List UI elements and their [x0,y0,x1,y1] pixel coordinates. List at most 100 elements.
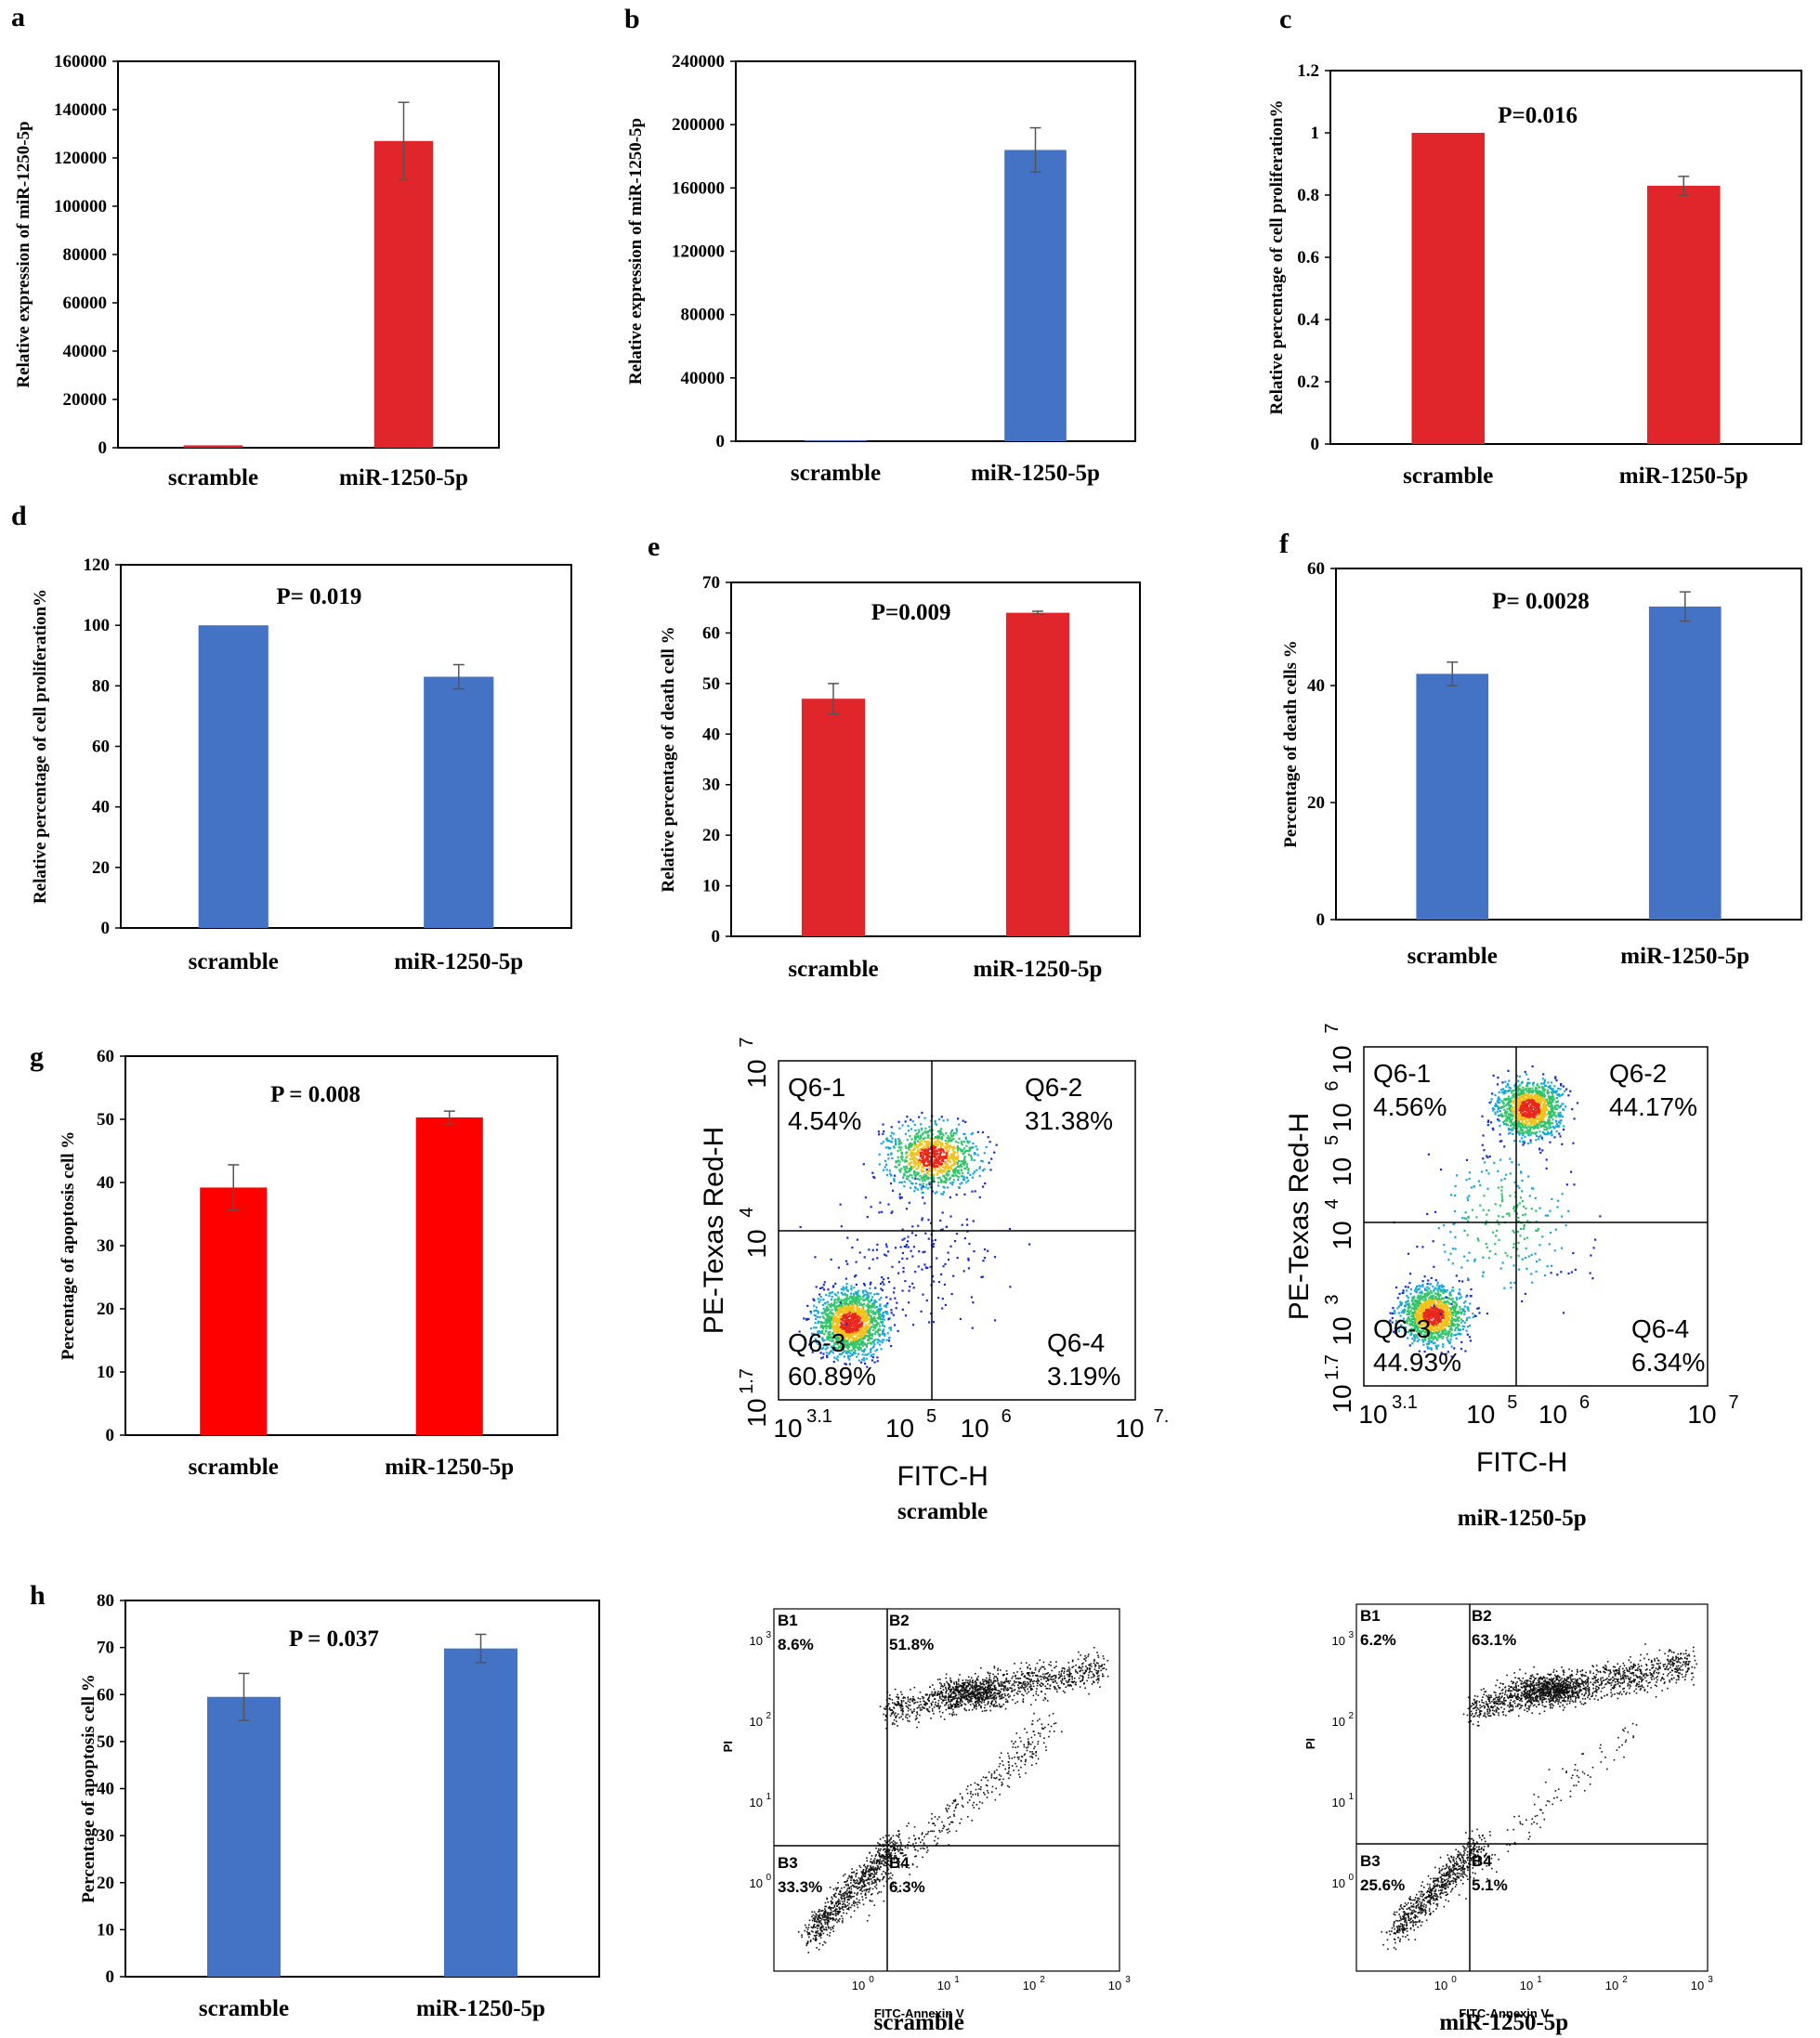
flow-event [937,1166,940,1169]
flow-event [1524,1124,1526,1127]
flow-event [1531,1106,1534,1109]
flow-event [1440,1352,1443,1354]
flow-event [940,1159,943,1162]
flow-event [945,1156,948,1158]
flow-event [1439,1318,1442,1321]
flow-event [834,1342,837,1346]
flow-event [914,1271,917,1274]
flow-event [1462,1308,1465,1311]
flow-event [1431,1331,1434,1335]
flow-event [905,1177,909,1181]
flow-event [833,1318,836,1321]
flow-event [1427,1311,1430,1313]
flow-event [963,1167,966,1169]
flow-event [889,1182,893,1185]
flow-event [920,1135,923,1138]
flow-event [835,1294,838,1297]
flow-event [972,1172,975,1175]
flow-event [1555,1096,1558,1100]
flow-event [1509,1097,1512,1100]
flow-event [854,1324,857,1326]
flow-event [829,1350,832,1353]
flow-event [927,1219,930,1221]
flow-event [1451,1317,1454,1320]
flow-event [833,1313,836,1317]
flow-event [1558,1094,1561,1098]
flow-event [887,1157,890,1160]
flow-event [1446,1320,1448,1323]
flow-event [1422,1321,1425,1324]
flow-event [903,1237,906,1240]
flow-event [1427,1279,1430,1282]
flow-event [869,1300,871,1303]
flow-event [1426,1305,1429,1308]
flow-event [885,1173,889,1177]
y-tick-label: 20 [702,826,720,845]
flow-event [1420,1306,1422,1309]
flow-event [1555,1090,1558,1092]
flow-event [942,1149,945,1152]
flow-event [832,1360,835,1364]
flow-event [841,1310,844,1313]
flow-event [937,1136,940,1139]
flow-event [845,1308,847,1312]
flow-event [836,1320,839,1323]
flow-event [1467,1278,1470,1281]
flow-event [1518,1075,1521,1078]
flow-event [883,1278,885,1281]
flow-event [1465,1329,1468,1332]
flow-event [842,1286,845,1288]
flow-event [1540,1091,1544,1094]
flow-event [1427,1302,1430,1305]
flow-event [1536,1121,1539,1124]
flow-event [1447,1301,1450,1304]
flow-event [817,1342,819,1345]
flow-event [842,1330,845,1334]
flow-event [900,1151,903,1155]
flow-event [1445,1303,1448,1307]
flow-event [872,1328,875,1332]
flow-event [949,1176,951,1179]
flow-event [888,1336,891,1339]
flow-event [929,1185,932,1188]
flow-event [838,1313,841,1315]
flow-event [855,1293,858,1296]
flow-event [938,1149,941,1152]
flow-event [818,1315,821,1318]
flow-event [940,1135,943,1139]
flow-event [1425,1310,1428,1313]
flow-event [1442,1345,1445,1348]
flow-event [927,1155,930,1157]
flow-event [1407,1337,1409,1339]
flow-event [862,1314,865,1317]
flow-event [1522,1143,1525,1146]
flow-event [865,1335,869,1338]
x-tick-base: 10 [961,1414,989,1443]
flow-event [936,1143,940,1145]
flow-event [1542,1117,1545,1121]
flow-event [831,1323,833,1326]
flow-event [910,1118,912,1121]
flow-event [1450,1324,1453,1327]
flow-event [1416,1330,1419,1333]
flow-event [864,1196,868,1199]
flow-event [1460,1321,1462,1324]
flow-event [831,1337,833,1340]
flow-event [813,1304,816,1307]
flow-event [831,1291,834,1294]
flow-event [837,1266,841,1269]
flow-event [1555,1122,1559,1126]
flow-event [921,1217,923,1220]
flow-event [936,1177,939,1180]
flow-event [843,1337,845,1339]
flow-event [918,1160,922,1164]
flow-event [905,1146,908,1150]
flow-event [1419,1285,1421,1287]
flow-event [848,1307,851,1310]
bar-g-2 [415,1117,483,1435]
flow-event [911,1143,914,1145]
flow-event [823,1339,826,1342]
flow-event [1420,1294,1422,1298]
flow-event [870,1299,873,1301]
